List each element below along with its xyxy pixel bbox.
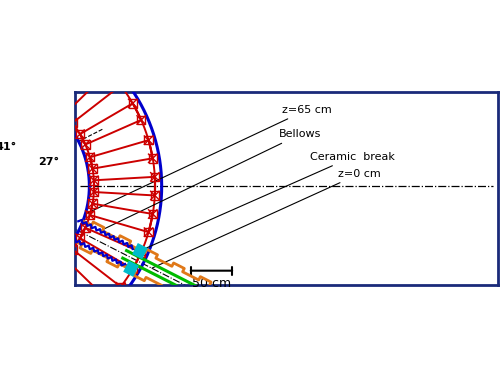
Text: z=0 cm: z=0 cm [152, 169, 381, 268]
Text: Ceramic  break: Ceramic break [143, 152, 395, 250]
Text: 50 cm: 50 cm [192, 277, 231, 290]
Text: z=22 cm: z=22 cm [0, 376, 1, 377]
Text: Bellows: Bellows [102, 129, 322, 230]
Text: z=43 cm: z=43 cm [0, 376, 1, 377]
Text: Gas puffing
port: Gas puffing port [0, 376, 1, 377]
Text: 41°: 41° [0, 143, 16, 152]
Text: 27°: 27° [38, 158, 59, 167]
Text: z=65 cm: z=65 cm [86, 105, 332, 213]
